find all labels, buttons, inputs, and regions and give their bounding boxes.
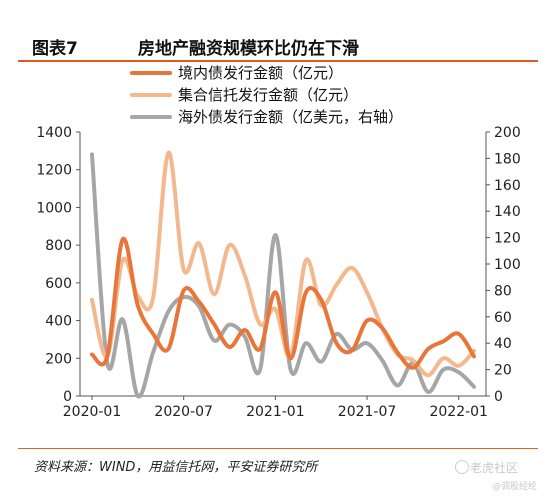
figure-footer: 资料来源：WIND，用益信托网，平安证券研究所 bbox=[18, 448, 538, 475]
legend-label-0: 境内债发行金额（亿元） bbox=[178, 64, 343, 82]
y-left-tick-label: 400 bbox=[45, 314, 72, 330]
y-right-tick-label: 80 bbox=[494, 283, 512, 299]
y-left-tick-label: 200 bbox=[45, 351, 72, 367]
y-right-tick-label: 0 bbox=[494, 389, 503, 405]
y-left-tick-label: 600 bbox=[45, 276, 72, 292]
x-tick-label: 2022-01 bbox=[429, 404, 488, 420]
y-right-tick-label: 40 bbox=[494, 336, 512, 352]
y-left-tick-label: 1400 bbox=[36, 125, 72, 141]
figure-header: 图表7 房地产融资规模环比仍在下滑 bbox=[18, 30, 538, 62]
y-right-tick-label: 100 bbox=[494, 257, 521, 273]
y-right-tick-label: 160 bbox=[494, 178, 521, 194]
series-line-0 bbox=[90, 236, 476, 370]
series-line-2 bbox=[90, 152, 476, 399]
figure-title: 房地产融资规模环比仍在下滑 bbox=[138, 39, 359, 59]
y-right-tick-label: 20 bbox=[494, 363, 512, 379]
x-tick-label: 2021-01 bbox=[246, 404, 305, 420]
y-left-tick-label: 1000 bbox=[36, 200, 72, 216]
figure-number: 图表7 bbox=[32, 39, 78, 59]
watermark-logo-icon bbox=[455, 460, 469, 474]
legend-label-2: 海外债发行金额（亿美元，右轴） bbox=[178, 108, 403, 126]
y-right-tick-label: 120 bbox=[494, 231, 521, 247]
y-left-tick-label: 1200 bbox=[36, 163, 72, 179]
y-right-tick-label: 140 bbox=[494, 204, 521, 220]
watermark-text: 老虎社区 bbox=[470, 461, 519, 475]
x-tick-label: 2021-07 bbox=[338, 404, 397, 420]
series-line-1 bbox=[90, 150, 476, 378]
legend-label-1: 集合信托发行金额（亿元） bbox=[178, 86, 358, 104]
y-right-tick-label: 180 bbox=[494, 151, 521, 167]
y-right-tick-label: 60 bbox=[494, 310, 512, 326]
y-left-tick-label: 800 bbox=[45, 238, 72, 254]
source-note: 资料来源：WIND，用益信托网，平安证券研究所 bbox=[34, 460, 318, 475]
x-tick-label: 2020-07 bbox=[154, 404, 213, 420]
y-left-tick-label: 0 bbox=[63, 389, 72, 405]
y-right-tick-label: 200 bbox=[494, 125, 521, 141]
x-tick-label: 2020-01 bbox=[63, 404, 122, 420]
watermark-handle: @调股经纶 bbox=[492, 482, 538, 492]
